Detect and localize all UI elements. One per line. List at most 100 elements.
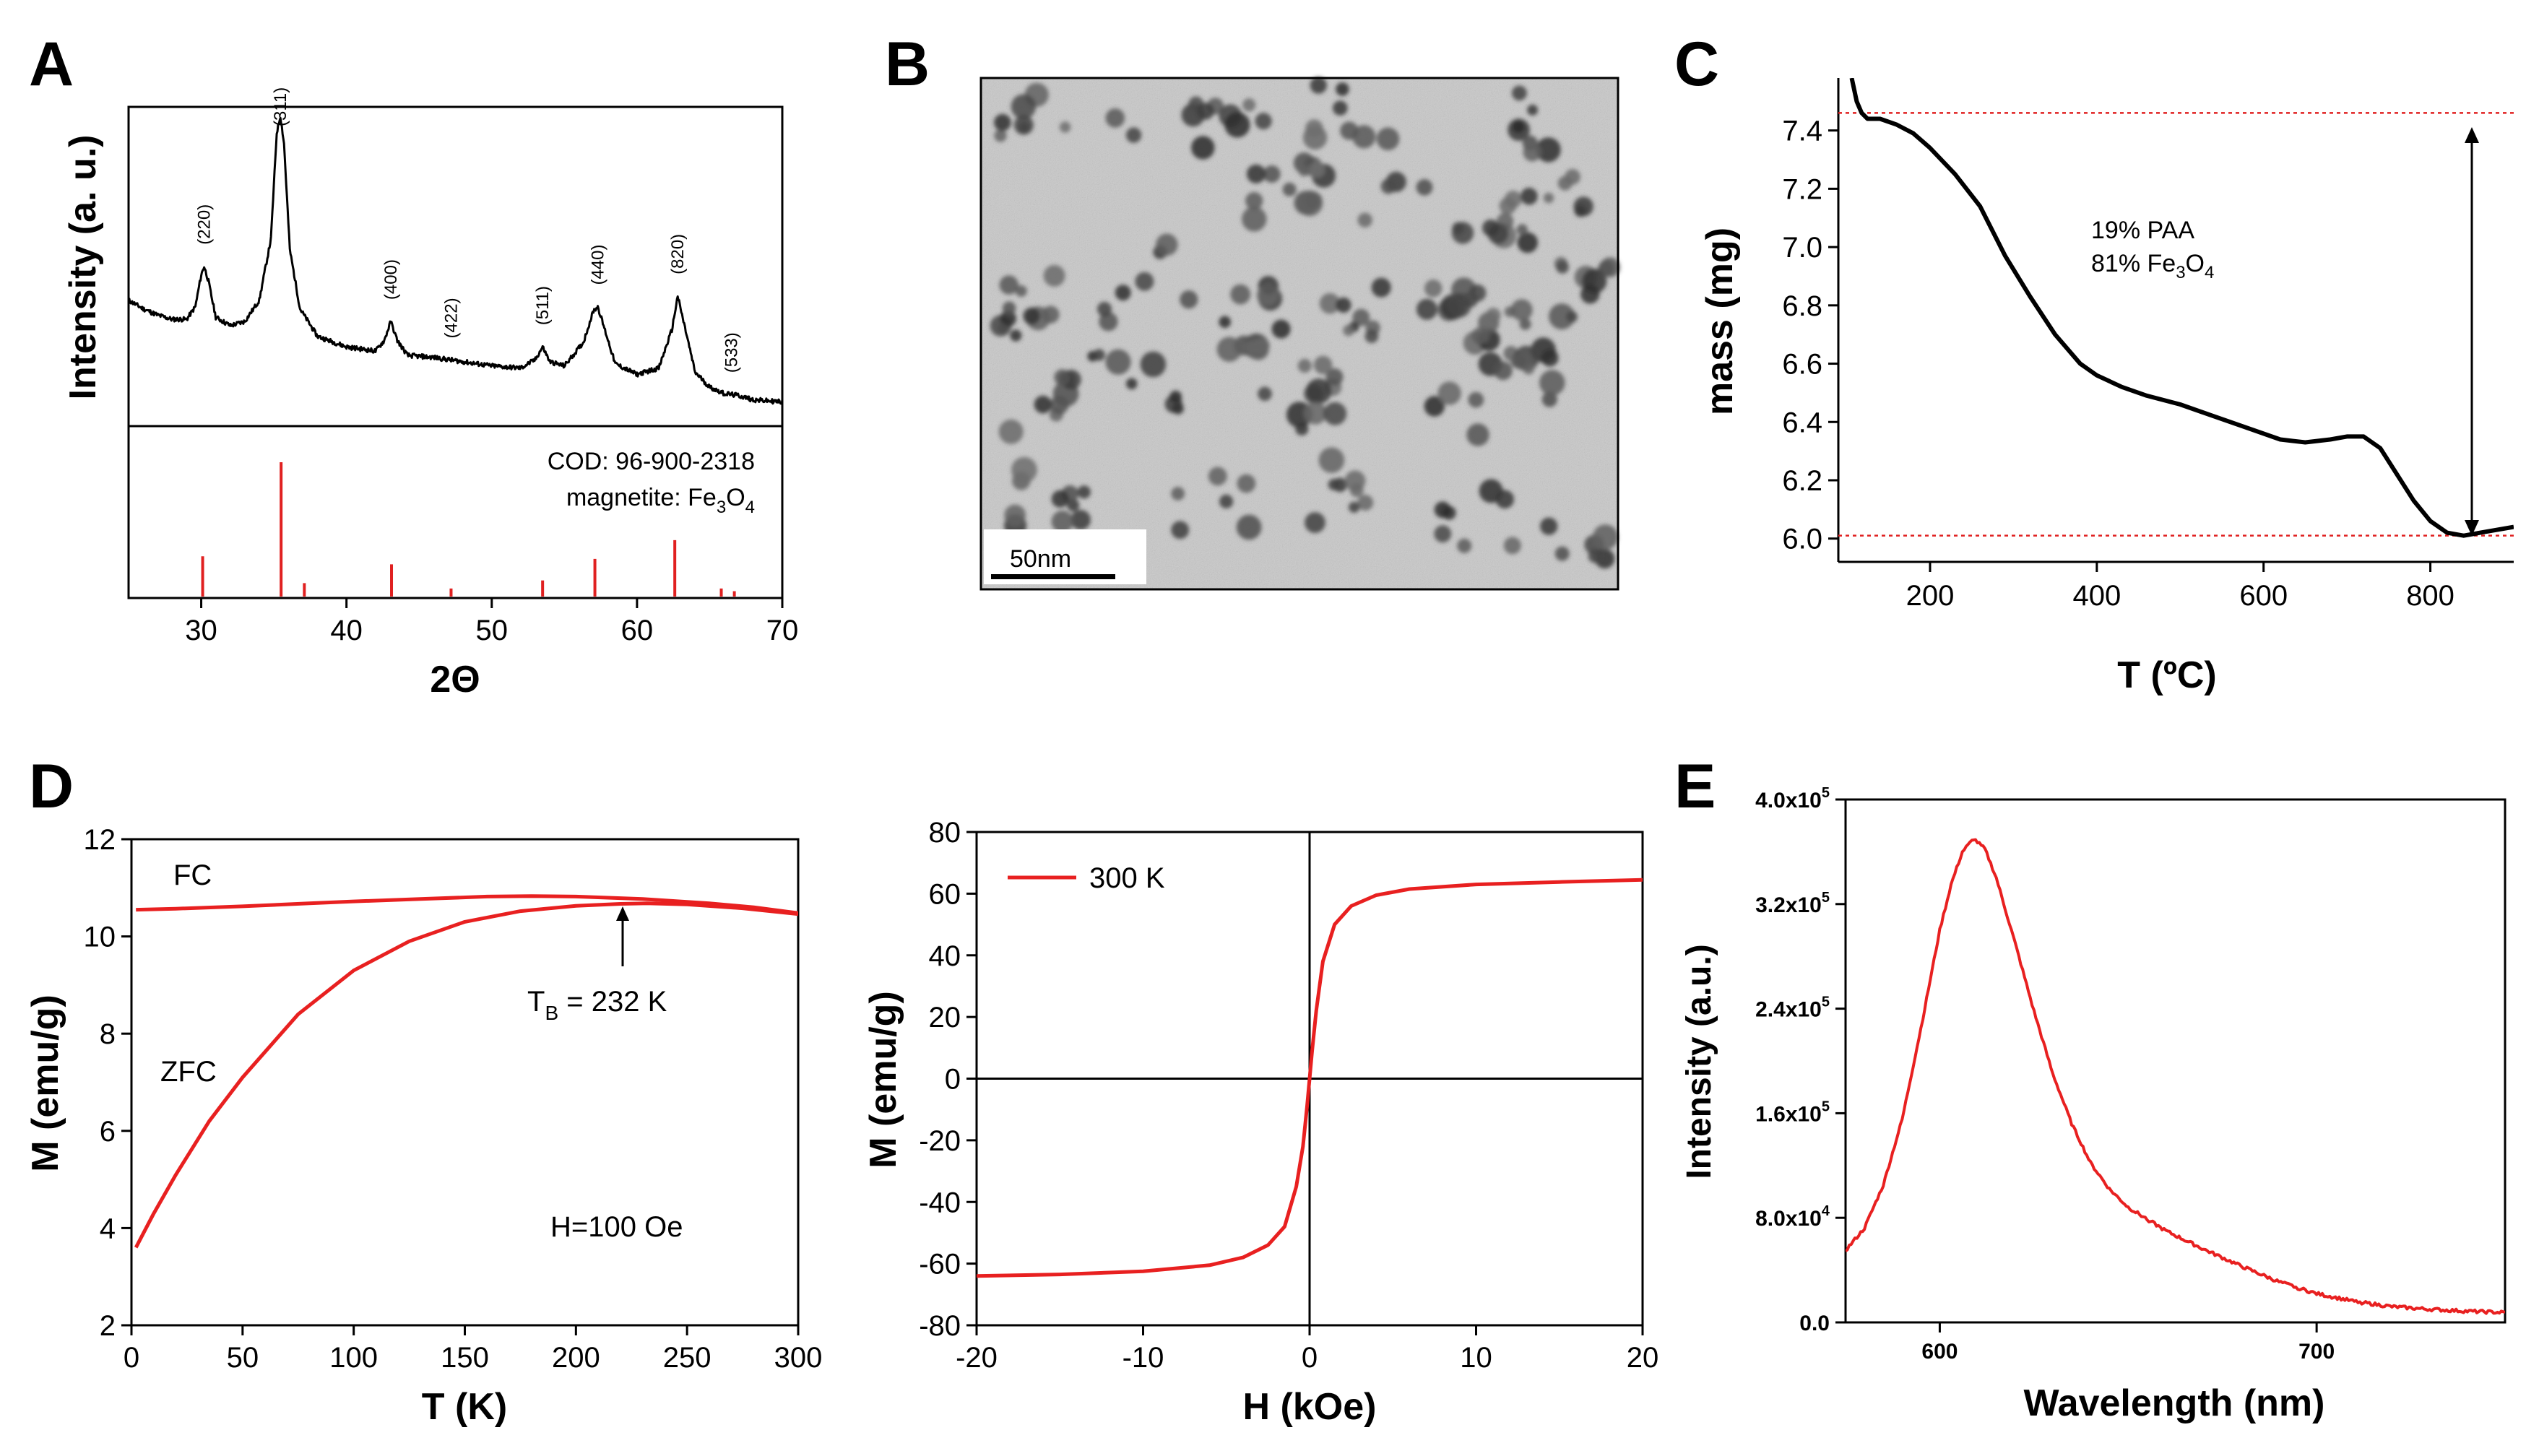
nanoparticle [998,323,1008,334]
nanoparticle [1191,136,1215,160]
panel-e-ytick-exp: 5 [1822,994,1830,1010]
panel-a-xlabel: 2Θ [430,659,480,701]
nanoparticle [1105,349,1131,375]
panel-a-frame [127,105,784,599]
panel-c-arrow-head-top [2465,127,2479,143]
panel-e-ytick-base: 0.0 [1799,1312,1830,1335]
nanoparticle [1536,137,1561,162]
nanoparticle [1172,402,1184,415]
panel-a-magnetite-sub3: 3 [717,498,726,517]
nanoparticle [1523,143,1541,162]
nanoparticle [1416,298,1437,320]
nanoparticle [1043,264,1065,287]
nanoparticle [1376,127,1400,151]
panel-c-ylabel: mass (mg) [1699,228,1741,415]
panel-e-ytick-base: 1.6x10 [1755,1102,1822,1126]
panel-d2-xtick-label: 0 [1302,1342,1318,1374]
nanoparticle [1059,121,1071,133]
nanoparticle [1002,301,1016,316]
nanoparticle [1197,103,1214,120]
panel-d1-ytick-label: 2 [100,1310,116,1342]
panel-d1-fc-line [136,894,798,915]
panel-letter-e: E [1674,752,1716,821]
nanoparticle [1242,98,1256,112]
tem-nanoparticles [990,77,1620,569]
nanoparticle [1527,104,1539,116]
nanoparticle [1115,285,1131,301]
panel-d2-xlabel: H (kOe) [1243,1386,1377,1428]
panel-d2-ytick-label: 40 [929,940,961,972]
nanoparticle [1140,351,1167,378]
panel-d2-ytick-label: -60 [919,1249,961,1280]
nanoparticle [1504,190,1522,208]
nanoparticle [1357,212,1372,228]
nanoparticle [1010,329,1022,342]
nanoparticle [1004,504,1026,526]
nanoparticle [1516,224,1528,235]
nanoparticle [1298,165,1310,177]
nanoparticle [1457,538,1472,553]
nanoparticle [1549,303,1575,330]
panel-a-cod-label: COD: 96-900-2318 [548,448,755,475]
panel-a-xtick-label: 30 [185,615,217,646]
panel-d2-ytick-label: 0 [945,1064,961,1096]
panel-d1-zfc-line [134,901,798,1249]
nanoparticle [1208,467,1227,486]
panel-a-peak-label: (440) [589,245,608,285]
nanoparticle [1318,447,1345,473]
nanoparticle [1344,470,1366,492]
panel-d1-xtick-label: 50 [227,1342,259,1374]
panel-d1-ytick-label: 6 [100,1116,116,1148]
panel-c-xtick-label: 400 [2072,580,2121,612]
nanoparticle [1297,358,1312,373]
nanoparticle [1434,501,1451,519]
nanoparticle [1424,280,1442,298]
panel-a-ylabel: Intensity (a. u.) [62,135,104,400]
panel-d2-xtick-label: -20 [956,1342,998,1374]
nanoparticle [1468,391,1484,408]
panel-d1-xtick-label: 200 [552,1342,600,1374]
panel-d2-ytick-label: 60 [929,878,961,910]
nanoparticle [1343,324,1354,337]
nanoparticle [1503,537,1521,555]
nanoparticle [1540,517,1558,535]
nanoparticle [1011,456,1037,483]
panel-e-pl-line [1846,838,2505,1315]
panel-c-annotation-paa: 19% PAA [2091,217,2194,244]
panel-a-peak-labels: (220) (311) (400) (422) (511) (440) (820) (533) [195,87,742,373]
panel-e-ytick-base: 3.2x10 [1755,893,1822,917]
nanoparticle [994,129,1007,142]
panel-c-ytick-label: 7.4 [1782,116,1822,147]
nanoparticle [1099,312,1118,332]
nanoparticle [1574,204,1587,217]
panel-d1-xtick-label: 250 [663,1342,711,1374]
nanoparticle [1512,121,1525,134]
panel-c-annotation-sub3: 3 [2176,263,2185,282]
panel-d1-ytick-label: 8 [100,1018,116,1050]
nanoparticle [1416,179,1433,196]
panel-e-ytick-label: 0.0 [1799,1312,1830,1335]
panel-e-frame [1844,798,2506,1324]
panel-e-xlabel: Wavelength (nm) [2024,1382,2325,1424]
nanoparticle [1539,370,1565,396]
nanoparticle [1313,355,1333,375]
nanoparticle [1565,169,1580,185]
panel-e-ytick-base: 8.0x10 [1755,1207,1822,1231]
nanoparticle [1510,299,1533,321]
panel-a-xtick-label: 50 [476,615,509,646]
panel-d2-ytick-label: -80 [919,1310,961,1342]
panel-letter-c: C [1674,30,1719,99]
panel-e-ytick-base: 2.4x10 [1755,998,1822,1022]
nanoparticle [1125,378,1138,390]
nanoparticle [1541,349,1559,367]
panel-a-peak-label: (220) [195,204,215,245]
nanoparticle [1349,501,1360,513]
nanoparticle [1323,402,1347,425]
panel-c-annotation-fe3o4: 81% Fe3O4 [2091,250,2214,282]
nanoparticle [1451,222,1474,244]
nanoparticle [1336,82,1349,96]
panel-a-magnetite-sub4: 4 [745,498,755,517]
panel-e-xtick-label: 600 [1921,1340,1958,1364]
nanoparticle [1333,100,1348,116]
